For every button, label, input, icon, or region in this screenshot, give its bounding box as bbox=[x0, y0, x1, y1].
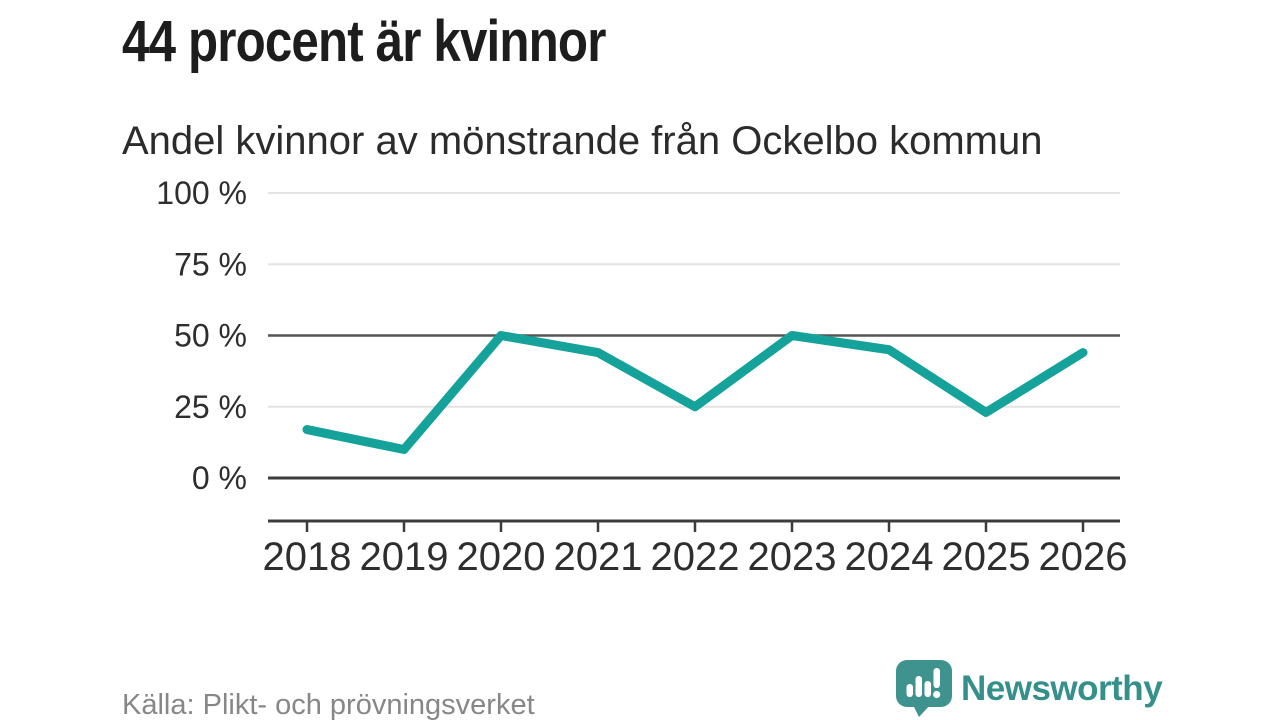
page-title: 44 procent är kvinnor bbox=[122, 9, 606, 74]
y-axis-tick-label: 25 % bbox=[174, 389, 247, 425]
y-axis-tick-label: 75 % bbox=[174, 246, 247, 282]
y-axis-tick-label: 0 % bbox=[192, 460, 247, 496]
x-axis-tick-label: 2019 bbox=[360, 535, 449, 579]
x-axis-tick-label: 2021 bbox=[554, 535, 643, 579]
x-axis-tick-label: 2024 bbox=[845, 535, 934, 579]
y-axis-tick-label: 50 % bbox=[174, 318, 247, 354]
source-note: Källa: Plikt- och prövningsverket bbox=[122, 689, 535, 720]
x-axis-tick-label: 2023 bbox=[748, 535, 837, 579]
x-axis-tick-label: 2020 bbox=[457, 535, 546, 579]
data-line-series bbox=[302, 331, 1088, 454]
x-axis-tick-label: 2026 bbox=[1039, 535, 1128, 579]
brand-name: Newsworthy bbox=[961, 669, 1163, 708]
x-axis-tick-label: 2022 bbox=[651, 535, 740, 579]
y-axis-tick-label: 100 % bbox=[156, 175, 247, 211]
x-axis-tick-label: 2018 bbox=[263, 535, 352, 579]
x-axis-tick-label: 2025 bbox=[942, 535, 1031, 579]
chart-subtitle: Andel kvinnor av mönstrande från Ockelbo… bbox=[122, 119, 1043, 163]
newsworthy-logo: Newsworthy bbox=[896, 660, 1163, 718]
newsworthy-chart-bubble-icon bbox=[896, 660, 952, 717]
